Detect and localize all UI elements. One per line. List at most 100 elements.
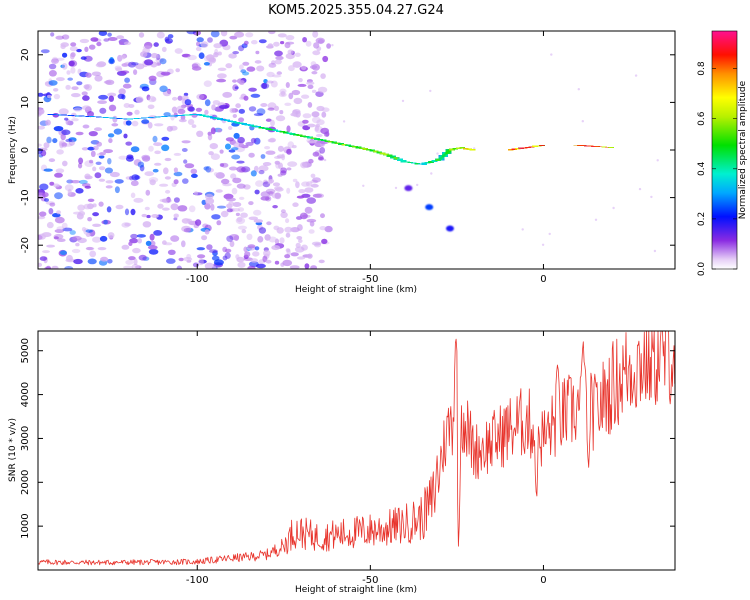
spectrogram-noise-blob xyxy=(211,214,221,220)
spectrogram-noise-blob xyxy=(115,67,123,72)
spectrogram-noise-blob xyxy=(222,91,233,98)
spectrogram-y-tick-label: -20 xyxy=(20,237,31,253)
spectrogram-noise-blob xyxy=(92,203,97,208)
spectrogram-noise-blob xyxy=(130,233,138,239)
spectrogram-noise-blob xyxy=(204,203,211,210)
spectrogram-noise-blob xyxy=(292,109,301,115)
spectrogram-noise-blob xyxy=(61,142,68,148)
spectrogram-noise-blob xyxy=(140,51,148,58)
spectrogram-noise-blob xyxy=(76,81,83,86)
spectrogram-noise-blob xyxy=(76,48,82,53)
spectrogram-noise-blob xyxy=(299,212,308,220)
spectrogram-noise-blob xyxy=(162,207,170,211)
spectrogram-noise-blob xyxy=(308,158,314,164)
spectrogram-noise-dot xyxy=(577,88,580,91)
spectrogram-noise-blob xyxy=(248,216,259,221)
spectrogram-noise-blob xyxy=(238,108,245,114)
spectrogram-noise-blob xyxy=(173,167,178,173)
spectrogram-noise-blob xyxy=(277,145,284,152)
spectrogram-noise-blob xyxy=(141,86,150,92)
spectrogram-noise-blob xyxy=(178,257,184,262)
spectrogram-noise-blob xyxy=(221,178,230,185)
spectrogram-noise-blob xyxy=(204,99,211,107)
spectrogram-noise-blob xyxy=(307,84,314,90)
spectrogram-noise-blob xyxy=(92,223,102,227)
spectrogram-noise-blob xyxy=(141,213,148,218)
spectrogram-noise-blob xyxy=(285,35,295,41)
spectrogram-noise-blob xyxy=(62,160,68,167)
spectrogram-noise-blob xyxy=(72,235,82,241)
spectrogram-noise-blob xyxy=(274,160,280,165)
spectrogram-noise-blob xyxy=(213,52,219,58)
spectrogram-noise-blob xyxy=(51,265,59,269)
spectrogram-noise-blob xyxy=(75,131,84,136)
spectrogram-noise-dot xyxy=(430,172,433,175)
spectrogram-noise-blob xyxy=(298,189,306,194)
spectrogram-noise-blob xyxy=(243,246,248,253)
spectrogram-noise-blob xyxy=(229,107,236,114)
spectrogram-noise-blob xyxy=(298,239,303,243)
spectrogram-y-label: Frequency (Hz) xyxy=(8,116,18,184)
spectrogram-noise-blob xyxy=(284,102,292,107)
spectrogram-noise-blob xyxy=(310,65,318,70)
spectrogram-noise-blob xyxy=(200,41,209,48)
spectrogram-noise-blob xyxy=(107,133,115,138)
spectrogram-noise-blob xyxy=(105,185,113,189)
spectrogram-noise-blob xyxy=(183,159,188,164)
spectrogram-noise-dot xyxy=(541,243,545,246)
spectrogram-noise-blob xyxy=(164,157,172,162)
spectrogram-noise-blob xyxy=(265,188,276,194)
snr-plot-area xyxy=(38,331,675,570)
spectrogram-noise-blob xyxy=(99,235,108,242)
spectrogram-noise-blob xyxy=(284,254,291,259)
spectrogram-noise-blob xyxy=(163,167,169,175)
spectrogram-noise-blob xyxy=(124,222,132,227)
spectrogram-noise-blob xyxy=(258,227,267,234)
spectrogram-noise-blob xyxy=(92,236,102,243)
spectrogram-noise-blob xyxy=(56,77,65,82)
spectrogram-noise-blob xyxy=(267,43,274,48)
spectrogram-noise-blob xyxy=(173,179,179,185)
spectrogram-noise-blob xyxy=(71,93,81,98)
spectrogram-noise-blob xyxy=(191,124,197,128)
spectrogram-noise-blob xyxy=(147,104,155,110)
spectrogram-noise-blob xyxy=(255,263,266,269)
spectrogram-noise-blob xyxy=(183,257,193,262)
colorbar-tick-label: 0.8 xyxy=(697,61,707,76)
spectrogram-noise-blob xyxy=(142,221,152,228)
spectrogram-noise-blob xyxy=(245,141,254,146)
spectrogram-noise-dot xyxy=(581,120,584,123)
spectrogram-noise-blob xyxy=(242,71,250,76)
spectrogram-noise-blob xyxy=(80,56,87,60)
snr-x-tick-label: -100 xyxy=(186,575,209,586)
spectrogram-noise-blob xyxy=(153,230,163,236)
spectrogram-noise-blob xyxy=(271,245,281,251)
spectrogram-noise-blob xyxy=(228,53,237,59)
spectrogram-noise-blob xyxy=(225,63,233,69)
spectrogram-noise-blob xyxy=(173,213,179,218)
spectrogram-noise-blob xyxy=(154,150,161,155)
spectrogram-noise-blob xyxy=(56,226,65,230)
spectrogram-noise-blob xyxy=(85,72,92,78)
spectrogram-noise-blob xyxy=(275,55,284,61)
spectrogram-noise-blob xyxy=(263,79,268,84)
spectrogram-noise-blob xyxy=(144,59,154,66)
spectrogram-noise-dot xyxy=(301,212,304,215)
spectrogram-noise-blob xyxy=(302,37,307,43)
spectrogram-noise-blob xyxy=(81,183,91,187)
spectrogram-noise-blob xyxy=(79,38,90,44)
spectrogram-noise-blob xyxy=(207,37,213,43)
spectrogram-noise-blob xyxy=(133,197,144,203)
spectrogram-noise-blob xyxy=(285,248,291,253)
spectrogram-noise-blob xyxy=(231,154,241,160)
spectrogram-noise-blob xyxy=(66,70,71,75)
spectrogram-noise-blob xyxy=(118,88,126,95)
spectrogram-noise-blob xyxy=(121,222,130,228)
spectrogram-noise-blob xyxy=(119,41,124,45)
spectrogram-noise-blob xyxy=(195,219,202,226)
spectrogram-noise-blob xyxy=(77,204,85,211)
spectrogram-noise-blob xyxy=(137,161,145,168)
spectrogram-noise-blob xyxy=(145,189,151,196)
spectrogram-noise-blob xyxy=(232,51,239,55)
